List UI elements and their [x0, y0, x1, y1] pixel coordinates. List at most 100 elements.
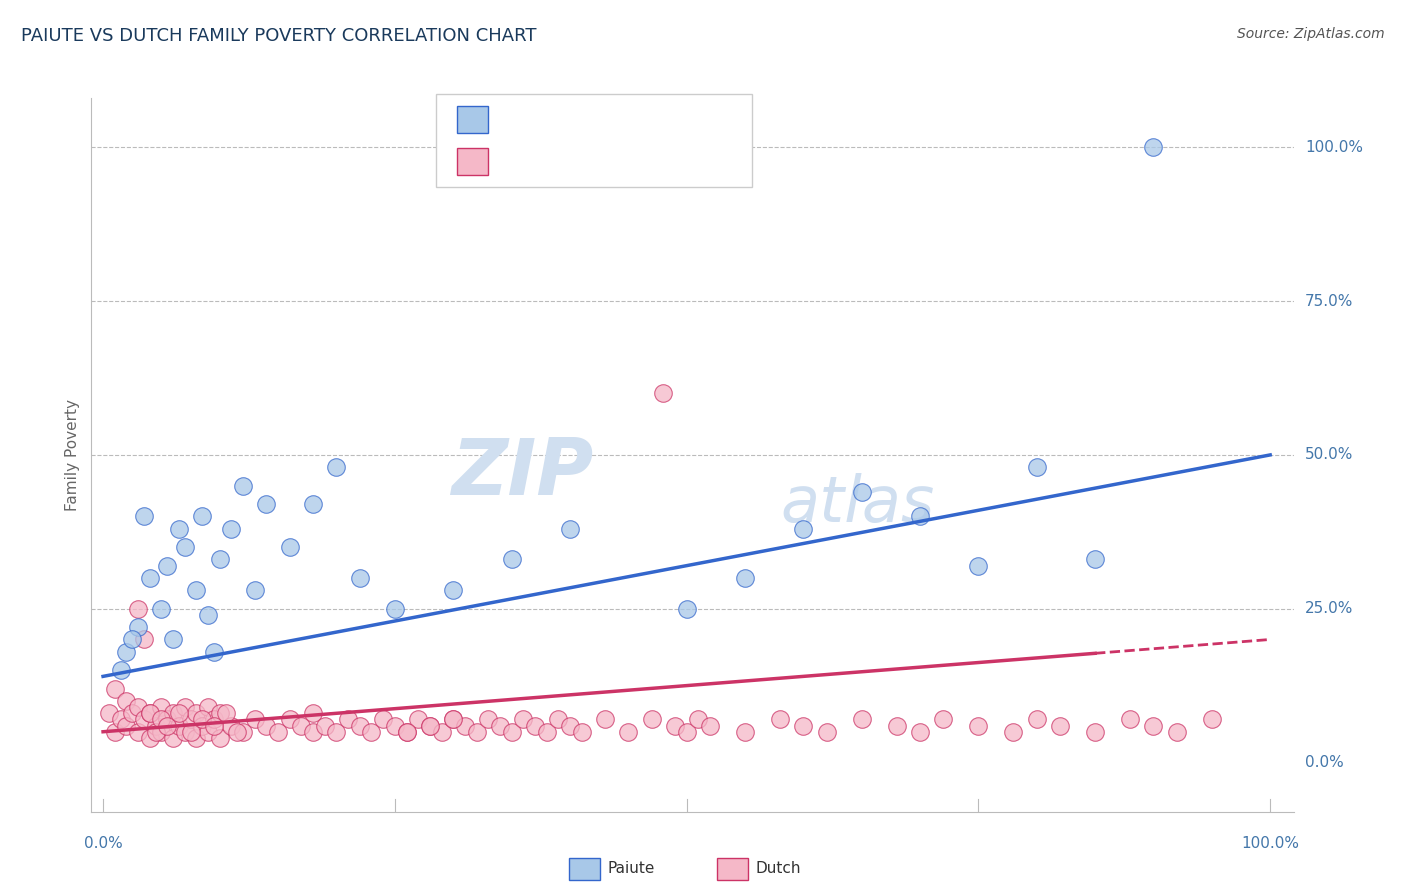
Text: 100.0%: 100.0%	[1241, 837, 1299, 851]
Point	[139, 731, 162, 745]
Point	[547, 713, 569, 727]
Point	[226, 724, 249, 739]
Point	[419, 718, 441, 732]
Point	[1119, 713, 1142, 727]
Point	[373, 713, 395, 727]
Point	[150, 713, 173, 727]
Point	[162, 706, 184, 721]
Point	[186, 731, 208, 745]
Point	[256, 718, 278, 732]
Point	[104, 724, 127, 739]
Point	[967, 558, 990, 573]
Point	[167, 522, 190, 536]
Point	[191, 509, 214, 524]
Point	[127, 700, 149, 714]
Point	[191, 713, 214, 727]
Point	[156, 713, 179, 727]
Point	[652, 386, 675, 401]
Point	[908, 724, 931, 739]
Point	[156, 558, 179, 573]
Point	[127, 724, 149, 739]
Point	[675, 724, 697, 739]
Point	[132, 509, 155, 524]
Point	[454, 718, 477, 732]
Point	[256, 497, 278, 511]
Point	[406, 713, 429, 727]
Point	[180, 713, 202, 727]
Point	[349, 571, 371, 585]
Point	[1025, 713, 1047, 727]
Point	[851, 713, 873, 727]
Point	[501, 724, 523, 739]
Point	[243, 713, 266, 727]
Point	[145, 724, 167, 739]
Point	[156, 718, 179, 732]
Text: 25.0%: 25.0%	[1305, 601, 1354, 616]
Text: 0.0%: 0.0%	[1305, 755, 1344, 770]
Point	[851, 484, 873, 499]
Text: 75.0%: 75.0%	[1305, 293, 1354, 309]
Text: Dutch: Dutch	[755, 862, 800, 876]
Point	[337, 713, 360, 727]
Point	[208, 706, 231, 721]
Point	[110, 713, 132, 727]
Point	[202, 713, 225, 727]
Point	[121, 706, 143, 721]
Point	[208, 552, 231, 566]
Point	[384, 718, 406, 732]
Point	[115, 645, 138, 659]
Point	[221, 718, 243, 732]
Point	[121, 632, 143, 647]
Point	[150, 700, 173, 714]
Point	[139, 706, 162, 721]
Y-axis label: Family Poverty: Family Poverty	[65, 399, 80, 511]
Point	[232, 478, 254, 492]
Point	[127, 620, 149, 634]
Point	[302, 706, 325, 721]
Point	[792, 522, 814, 536]
Point	[1201, 713, 1223, 727]
Point	[314, 718, 336, 732]
Point	[132, 632, 155, 647]
Point	[734, 724, 756, 739]
Point	[1084, 724, 1107, 739]
Text: Paiute: Paiute	[607, 862, 655, 876]
Point	[1025, 460, 1047, 475]
Text: R = 0.553: R = 0.553	[496, 112, 576, 127]
Point	[197, 607, 219, 622]
Point	[202, 645, 225, 659]
Text: ZIP: ZIP	[451, 435, 593, 511]
Point	[593, 713, 616, 727]
Point	[197, 724, 219, 739]
Point	[1049, 718, 1071, 732]
Point	[1002, 724, 1025, 739]
Point	[232, 724, 254, 739]
Point	[290, 718, 312, 732]
Point	[150, 724, 173, 739]
Point	[186, 706, 208, 721]
Point	[167, 718, 190, 732]
Point	[173, 540, 195, 554]
Point	[640, 713, 662, 727]
Point	[792, 718, 814, 732]
Text: PAIUTE VS DUTCH FAMILY POVERTY CORRELATION CHART: PAIUTE VS DUTCH FAMILY POVERTY CORRELATI…	[21, 27, 537, 45]
Point	[197, 700, 219, 714]
Text: 0.0%: 0.0%	[84, 837, 122, 851]
Point	[173, 700, 195, 714]
Point	[302, 497, 325, 511]
Text: 100.0%: 100.0%	[1305, 140, 1364, 155]
Point	[221, 522, 243, 536]
Point	[167, 706, 190, 721]
Point	[558, 718, 581, 732]
Point	[1142, 140, 1164, 154]
Point	[97, 706, 120, 721]
Point	[501, 552, 523, 566]
Point	[441, 713, 464, 727]
Point	[278, 713, 301, 727]
Point	[173, 724, 195, 739]
Point	[162, 731, 184, 745]
Point	[419, 718, 441, 732]
Point	[162, 632, 184, 647]
Point	[395, 724, 418, 739]
Point	[180, 724, 202, 739]
